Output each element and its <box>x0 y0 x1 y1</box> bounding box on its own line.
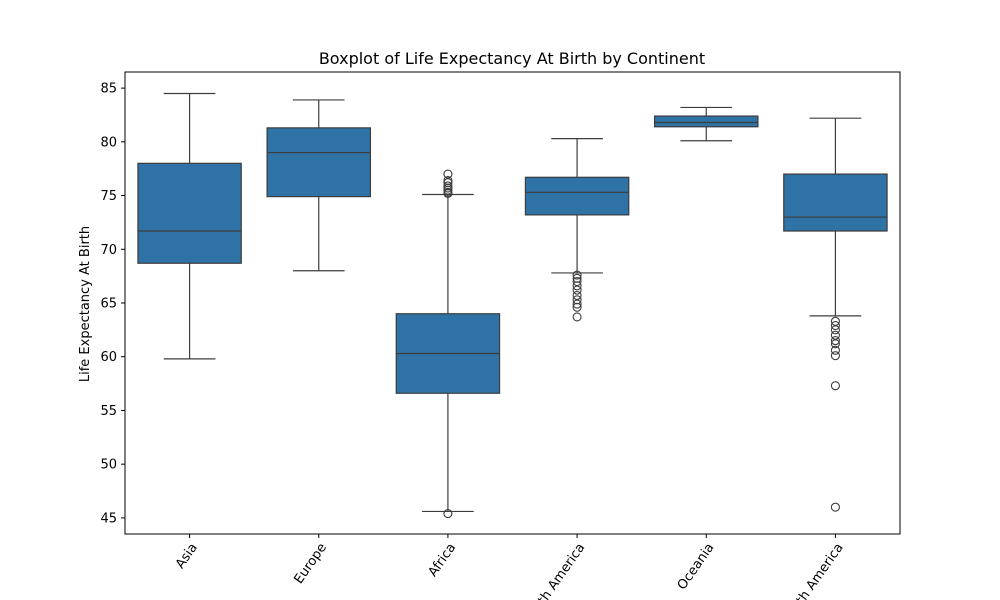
axes-frame <box>124 71 901 535</box>
y-tick-label: 70 <box>100 243 117 258</box>
outlier-point <box>830 502 840 512</box>
outlier-point <box>572 312 582 322</box>
x-tick-label: South America <box>780 541 847 600</box>
x-tick-label: North America <box>522 541 588 600</box>
outlier-point <box>830 381 840 391</box>
x-tick-label: Asia <box>173 541 201 572</box>
outlier-point <box>572 270 582 280</box>
outlier-point <box>830 316 840 326</box>
outlier-point <box>572 285 582 295</box>
box-iqr <box>653 115 759 128</box>
y-tick-label: 60 <box>100 350 117 365</box>
outlier-point <box>443 509 453 519</box>
box-iqr <box>137 162 242 264</box>
outlier-point <box>443 169 453 179</box>
x-tick-label: Oceania <box>675 541 718 593</box>
y-tick-label: 65 <box>100 297 117 312</box>
box-iqr <box>783 173 888 232</box>
outlier-point <box>572 302 582 312</box>
x-tick-label: Europe <box>292 541 331 587</box>
y-tick-label: 80 <box>100 135 117 150</box>
outlier-point <box>830 336 840 346</box>
outlier-point <box>572 276 582 287</box>
x-tick-label: Africa <box>426 541 460 580</box>
box-iqr <box>524 176 630 216</box>
outlier-point <box>830 321 840 331</box>
outlier-point <box>830 345 840 355</box>
y-tick-label: 55 <box>100 404 117 419</box>
outlier-point <box>830 330 840 340</box>
chart-title: Boxplot of Life Expectancy At Birth by C… <box>319 49 705 68</box>
y-tick-label: 45 <box>100 511 117 526</box>
y-tick-label: 50 <box>100 458 117 473</box>
outlier-point <box>830 325 840 335</box>
y-tick-label: 85 <box>100 82 117 97</box>
y-axis-label: Life Expectancy At Birth <box>78 226 93 382</box>
outlier-point <box>830 339 840 349</box>
box-iqr <box>266 127 372 198</box>
outlier-point <box>443 175 453 186</box>
y-tick-label: 75 <box>100 189 117 204</box>
outlier-point <box>443 181 453 191</box>
outlier-point <box>572 290 582 301</box>
outlier-point <box>572 281 582 291</box>
outlier-point <box>830 351 840 361</box>
outlier-point <box>572 299 582 309</box>
plot-area: 45 50 55 60 65 70 75 80 85 Asia Europe Africa North … <box>100 82 888 600</box>
